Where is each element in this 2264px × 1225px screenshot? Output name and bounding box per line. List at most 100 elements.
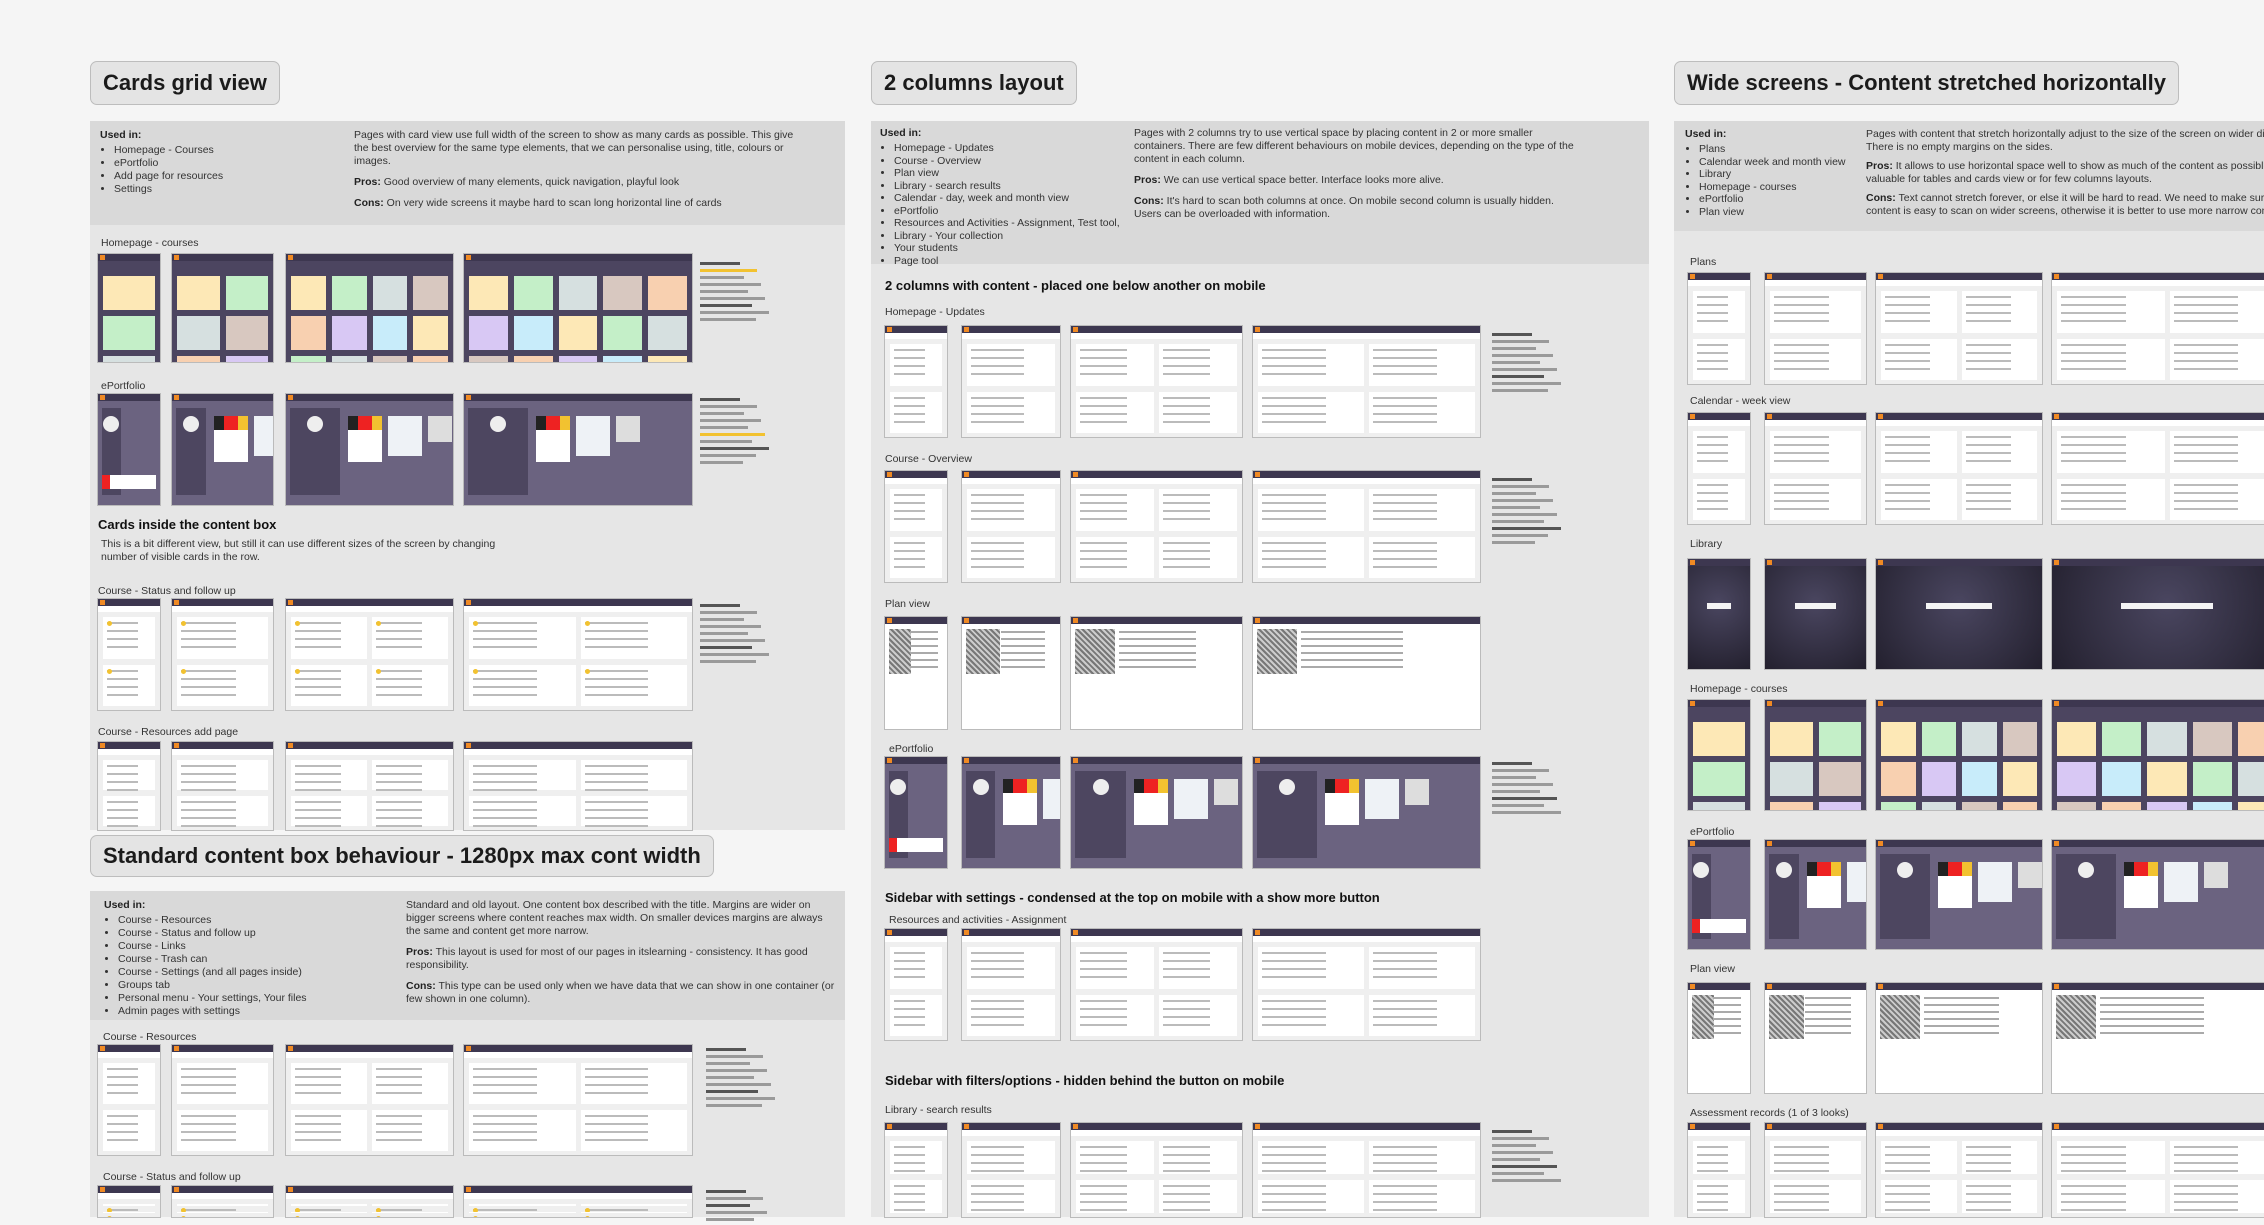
text-line — [1163, 405, 1210, 407]
subheading: Cards inside the content box — [98, 517, 276, 532]
text-line — [971, 518, 1024, 520]
thumb-header — [172, 742, 273, 749]
note-line — [1492, 1151, 1553, 1154]
content-box — [2170, 479, 2264, 521]
note-line — [700, 304, 752, 307]
text-line — [2061, 460, 2126, 462]
screenshot-thumbnail — [1253, 326, 1480, 437]
text-line — [910, 666, 938, 668]
text-line — [1697, 312, 1728, 314]
text-line — [1805, 1032, 1850, 1034]
text-line — [894, 502, 925, 504]
text-line — [971, 502, 1024, 504]
portfolio-card — [889, 838, 943, 852]
logo-icon — [2054, 560, 2059, 565]
text-line — [894, 1170, 925, 1172]
logo-icon — [1255, 930, 1260, 935]
text-line — [2061, 436, 2126, 438]
content-box — [2057, 479, 2165, 521]
text-line — [1373, 558, 1437, 560]
avatar — [1093, 779, 1109, 795]
text-line — [376, 686, 422, 688]
course-navbar — [1688, 1130, 1750, 1136]
text-line — [2174, 500, 2239, 502]
content-box — [372, 1212, 448, 1214]
text-line — [894, 1154, 925, 1156]
content-box — [291, 1212, 367, 1214]
text-line — [1697, 1193, 1728, 1195]
text-line — [376, 801, 422, 803]
text-line — [295, 825, 341, 827]
text-line — [585, 686, 649, 688]
text-line — [1080, 1146, 1127, 1148]
text-line — [1885, 368, 1930, 370]
text-line — [1163, 357, 1210, 359]
course-card — [1693, 722, 1745, 756]
text-line — [1697, 320, 1728, 322]
used-in-label: Used in: — [100, 129, 141, 141]
content-box — [890, 1180, 942, 1213]
text-line — [2174, 508, 2239, 510]
text-line — [2061, 508, 2126, 510]
text-line — [107, 817, 138, 819]
logo-icon — [1073, 327, 1078, 332]
text-line — [585, 670, 649, 672]
content-box — [372, 760, 448, 790]
thumb-header — [1765, 413, 1866, 420]
logo-icon — [1690, 1124, 1695, 1129]
course-navbar — [172, 749, 273, 755]
content-box — [1076, 392, 1154, 434]
note-line — [706, 1055, 763, 1058]
plan-image — [2056, 995, 2096, 1039]
text-line — [1373, 976, 1437, 978]
note-line — [700, 318, 756, 321]
course-navbar — [98, 606, 160, 612]
portfolio-card — [576, 416, 610, 456]
text-line — [1373, 405, 1437, 407]
text-line — [376, 809, 422, 811]
content-box — [372, 1063, 448, 1104]
text-line — [295, 1092, 341, 1094]
text-line — [894, 1024, 925, 1026]
text-line — [1966, 460, 2011, 462]
content-box — [177, 1110, 268, 1151]
screenshot-thumbnail — [98, 254, 160, 362]
note-line — [700, 419, 761, 422]
text-line — [1373, 1162, 1437, 1164]
text-line — [376, 765, 422, 767]
text-line — [1966, 436, 2011, 438]
text-line — [2061, 1201, 2126, 1203]
text-line — [894, 1146, 925, 1148]
text-line — [2061, 296, 2126, 298]
note-line — [1492, 1179, 1561, 1182]
screenshot-thumbnail — [962, 326, 1060, 437]
logo-icon — [1255, 1124, 1260, 1129]
course-card — [2193, 722, 2232, 756]
text-line — [1119, 652, 1196, 654]
text-line — [295, 1123, 341, 1125]
thumb-header — [1876, 983, 2042, 990]
text-line — [295, 646, 341, 648]
text-line — [971, 1201, 1024, 1203]
text-line — [585, 801, 649, 803]
text-line — [181, 1092, 236, 1094]
text-line — [473, 1115, 537, 1117]
thumb-header — [2052, 273, 2264, 280]
text-line — [295, 809, 341, 811]
logo-icon — [964, 758, 969, 763]
text-line — [971, 542, 1024, 544]
note-line — [700, 297, 765, 300]
text-line — [971, 1154, 1024, 1156]
course-card — [2003, 802, 2038, 810]
course-navbar — [885, 333, 947, 339]
thumb-header — [1876, 413, 2042, 420]
logo-icon — [1878, 701, 1883, 706]
content-box — [103, 760, 155, 790]
screenshot-thumbnail — [286, 1045, 453, 1155]
thumb-header — [1253, 471, 1480, 478]
portfolio-image — [1807, 862, 1841, 876]
screenshot-thumbnail — [1765, 840, 1866, 949]
content-box — [1962, 291, 2038, 333]
content-box — [103, 1204, 155, 1206]
text-line — [2100, 997, 2204, 999]
